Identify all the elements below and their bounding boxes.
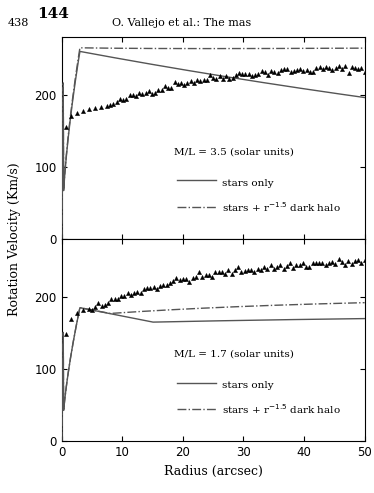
Text: stars + r$^{-1.5}$ dark halo: stars + r$^{-1.5}$ dark halo (222, 402, 341, 416)
X-axis label: Radius (arcsec): Radius (arcsec) (164, 464, 263, 478)
Text: M/L = 1.7 (solar units): M/L = 1.7 (solar units) (174, 350, 294, 358)
Text: 144: 144 (37, 7, 69, 21)
Text: stars only: stars only (222, 178, 274, 187)
Text: stars + r$^{-1.5}$ dark halo: stars + r$^{-1.5}$ dark halo (222, 200, 341, 214)
Text: 438: 438 (7, 18, 29, 28)
Text: M/L = 3.5 (solar units): M/L = 3.5 (solar units) (174, 147, 294, 156)
Text: O. Vallejo et al.: The mas: O. Vallejo et al.: The mas (112, 18, 251, 28)
Text: stars only: stars only (222, 381, 274, 389)
Text: Rotation Velocity (Km/s): Rotation Velocity (Km/s) (9, 162, 21, 316)
